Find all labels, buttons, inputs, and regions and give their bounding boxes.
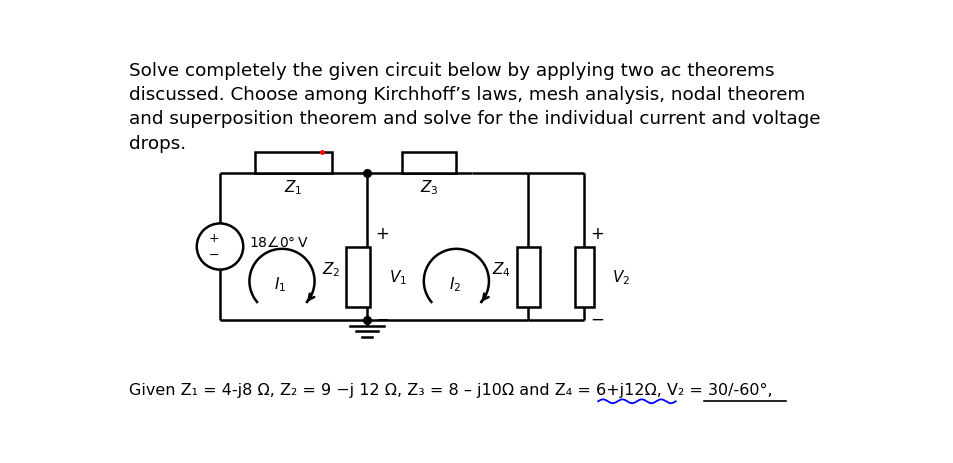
Bar [517, 247, 539, 307]
Text: Solve completely the given circuit below by applying two ac theorems
discussed. : Solve completely the given circuit below… [129, 62, 820, 153]
Text: −: − [209, 249, 219, 262]
Bar [346, 247, 369, 307]
Circle shape [196, 224, 243, 269]
Bar [402, 152, 456, 173]
Text: $Z_1$: $Z_1$ [284, 178, 302, 197]
Text: $Z_2$: $Z_2$ [321, 260, 340, 279]
Text: Given Z₁ = 4-j8 Ω, Z₂ = 9 −j 12 Ω, Z₃ = 8 – j10Ω and Z₄ = 6+j12Ω, V₂ = 30/-60°,: Given Z₁ = 4-j8 Ω, Z₂ = 9 −j 12 Ω, Z₃ = … [129, 383, 771, 398]
Text: $V_1$: $V_1$ [389, 268, 407, 287]
Text: $V_2$: $V_2$ [612, 268, 630, 287]
Bar [254, 152, 332, 173]
Text: $Z_3$: $Z_3$ [419, 178, 438, 197]
Bar [575, 247, 593, 307]
Text: $I_1$: $I_1$ [274, 275, 286, 294]
Text: +: + [590, 225, 603, 244]
Text: −: − [590, 310, 603, 328]
Text: +: + [375, 225, 389, 244]
Text: $I_2$: $I_2$ [448, 275, 460, 294]
Text: $Z_4$: $Z_4$ [491, 260, 510, 279]
Text: $18\angle 0°\,\mathrm{V}$: $18\angle 0°\,\mathrm{V}$ [249, 235, 309, 250]
Text: +: + [209, 232, 219, 245]
Text: −: − [375, 310, 389, 328]
